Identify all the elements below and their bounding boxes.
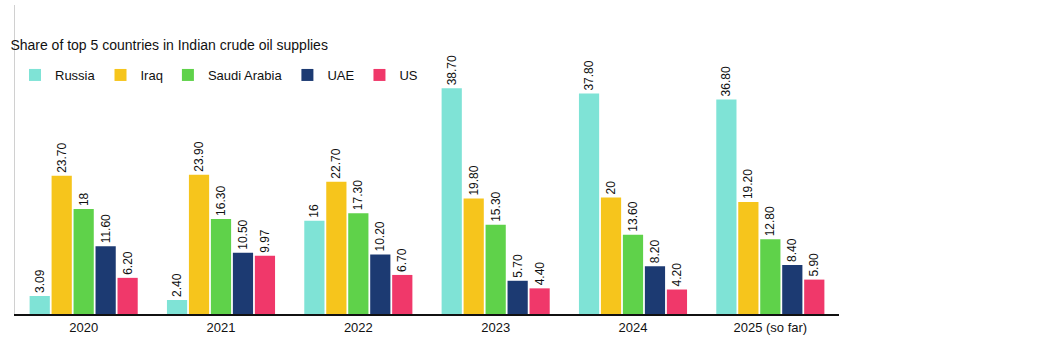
svg-text:19.20: 19.20 (741, 169, 755, 199)
svg-text:2020: 2020 (69, 320, 98, 335)
svg-text:17.30: 17.30 (351, 180, 365, 210)
svg-text:12.80: 12.80 (763, 206, 777, 236)
svg-text:2023: 2023 (481, 320, 510, 335)
svg-text:38.70: 38.70 (445, 55, 459, 85)
svg-text:4.20: 4.20 (670, 263, 684, 287)
svg-text:8.20: 8.20 (648, 240, 662, 264)
svg-text:22.70: 22.70 (329, 148, 343, 178)
svg-text:2024: 2024 (619, 320, 648, 335)
svg-text:4.40: 4.40 (533, 262, 547, 286)
svg-text:37.80: 37.80 (582, 60, 596, 90)
svg-text:16.30: 16.30 (214, 186, 228, 216)
svg-text:UAE: UAE (327, 68, 354, 83)
svg-text:2022: 2022 (344, 320, 373, 335)
svg-text:10.20: 10.20 (373, 221, 387, 251)
svg-text:36.80: 36.80 (719, 66, 733, 96)
svg-text:11.60: 11.60 (99, 214, 113, 243)
svg-text:US: US (399, 68, 417, 83)
svg-text:2021: 2021 (207, 320, 236, 335)
svg-text:20: 20 (604, 181, 618, 195)
svg-text:3.09: 3.09 (33, 269, 47, 293)
svg-text:13.60: 13.60 (626, 201, 640, 231)
svg-text:2025 (so far): 2025 (so far) (733, 320, 807, 335)
svg-text:5.90: 5.90 (807, 253, 821, 277)
svg-text:19.80: 19.80 (467, 165, 481, 195)
svg-text:Iraq: Iraq (141, 68, 163, 83)
svg-text:6.70: 6.70 (395, 248, 409, 272)
svg-text:10.50: 10.50 (236, 219, 250, 249)
svg-text:Saudi Arabia: Saudi Arabia (208, 68, 282, 83)
svg-text:23.70: 23.70 (55, 142, 69, 172)
svg-text:18: 18 (77, 192, 91, 206)
svg-text:23.90: 23.90 (192, 141, 206, 171)
svg-text:9.97: 9.97 (258, 229, 272, 253)
svg-text:Share of top 5 countries in In: Share of top 5 countries in Indian crude… (10, 37, 328, 53)
svg-text:5.70: 5.70 (511, 254, 525, 278)
svg-text:8.40: 8.40 (785, 238, 799, 262)
svg-text:Russia: Russia (55, 68, 96, 83)
svg-text:6.20: 6.20 (121, 251, 135, 275)
svg-text:2.40: 2.40 (170, 273, 184, 297)
svg-text:15.30: 15.30 (489, 191, 503, 221)
svg-text:16: 16 (307, 204, 321, 218)
